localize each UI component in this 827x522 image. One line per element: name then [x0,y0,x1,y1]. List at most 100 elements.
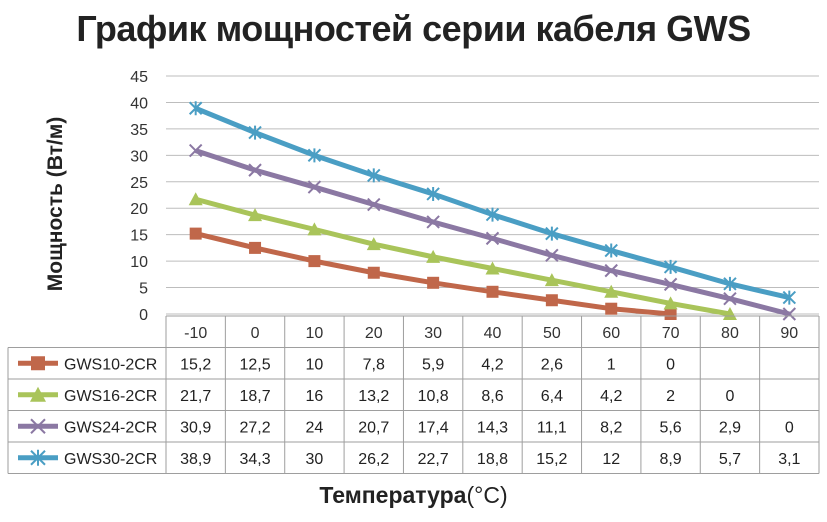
data-point-shape [367,168,381,183]
data-label: 16 [306,388,324,405]
data-label: 5,6 [659,419,681,436]
data-label: 27,2 [239,419,270,436]
legend-marker-shape [30,449,46,466]
data-label: 15,2 [180,356,211,373]
data-point [663,296,678,310]
data-point [723,291,737,306]
data-point-shape [545,294,558,307]
data-point [663,277,678,292]
data-point-shape [663,296,678,310]
data-label: 18,7 [239,388,270,405]
data-point [544,273,559,287]
y-tick-label: 40 [130,95,148,112]
x-tick-label: 60 [602,325,620,342]
x-tick-label: 30 [424,325,442,342]
data-point-shape [544,273,559,287]
data-label: 13,2 [358,388,389,405]
data-point-shape [367,266,380,279]
data-label: 3,1 [778,451,800,468]
x-tick-label: 70 [662,325,680,342]
legend-label: GWS16-2CR [64,388,157,405]
data-point-shape [248,208,263,222]
data-label: 34,3 [239,451,270,468]
legend-marker [30,386,46,402]
data-point-shape [723,291,737,306]
data-point [486,285,499,298]
data-label: 0 [726,388,735,405]
data-point [248,125,262,140]
data-point-shape [663,277,678,292]
data-point-shape [188,143,203,158]
y-tick-label: 15 [130,228,148,245]
data-label: 2,9 [719,419,741,436]
x-tick-label: 40 [484,325,502,342]
legend-marker [31,356,45,371]
data-point [605,302,618,315]
data-label: 12 [602,451,620,468]
data-point [782,290,797,305]
data-label: 5,7 [719,451,741,468]
series-GWS16-2CR [188,192,737,320]
data-point [604,243,618,258]
data-point [485,231,500,246]
data-point [249,241,262,254]
data-point [307,180,322,194]
x-tick-label: 90 [780,325,798,342]
data-point-shape [485,231,500,246]
x-tick-label: 0 [251,325,260,342]
series-GWS30-2CR [188,101,797,305]
data-point [545,248,559,263]
data-point [188,192,203,206]
data-point [485,261,500,275]
data-point-shape [782,307,797,321]
data-label: 14,3 [477,419,508,436]
data-point [248,163,262,177]
x-axis-label-unit: (°C) [466,482,508,508]
data-point-shape [605,302,618,315]
data-point-shape [248,163,262,177]
data-point [189,227,202,240]
data-point-shape [722,307,737,320]
y-axis-label: Мощность (Вт/м) [44,117,67,292]
legend-marker [30,418,46,434]
x-tick-label: 10 [306,325,324,342]
data-point [307,148,322,163]
data-point [427,276,440,289]
grid-layer [166,75,819,315]
data-point [366,237,381,251]
data-point [188,101,203,116]
data-point [367,168,381,183]
data-point [426,249,441,263]
data-point-shape [545,248,559,263]
data-point-shape [604,263,618,278]
data-point [782,307,797,321]
data-label: 21,7 [180,388,211,405]
legend-label: GWS24-2CR [64,419,157,436]
data-label: 30,9 [180,419,211,436]
legend-marker-shape [30,386,46,402]
data-point-shape [664,308,677,320]
data-point [604,263,618,278]
data-label: 7,8 [363,356,385,373]
data-point-shape [723,276,737,291]
data-label: 11,1 [537,419,567,436]
data-point [308,255,321,268]
data-point [722,307,737,320]
data-label: 12,5 [239,356,270,373]
chart-title: График мощностей серии кабеля GWS [76,8,751,49]
y-tick-label: 20 [130,201,148,218]
data-point-shape [485,261,500,275]
data-point [545,226,559,241]
x-axis-label-main: Температура [319,482,467,508]
axis-layer: 0 5 10 15 20 25 30 35 40 45 [130,69,148,324]
data-point-shape [188,101,203,116]
data-point [248,208,263,222]
data-label: 0 [785,419,794,436]
y-tick-label: 35 [130,122,148,139]
data-label: 30 [306,451,324,468]
data-label: 10,8 [418,388,449,405]
data-point-shape [426,215,440,229]
data-point [188,143,203,158]
y-tick-label: 10 [130,254,148,271]
